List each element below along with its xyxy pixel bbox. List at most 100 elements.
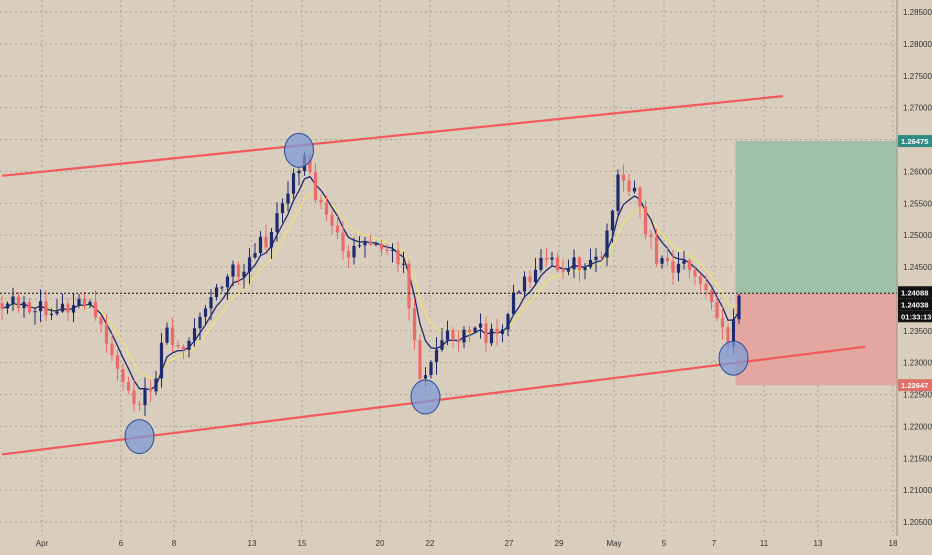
candle-body (71, 305, 76, 313)
candle (390, 243, 395, 263)
candle (495, 318, 499, 346)
candle (341, 220, 345, 260)
candle (242, 263, 246, 289)
candle (550, 251, 554, 267)
candle-body (572, 257, 576, 270)
candle (627, 173, 631, 197)
candle-body (594, 256, 598, 260)
marked-circle-top (284, 132, 314, 168)
candle (357, 236, 362, 248)
candle (489, 323, 494, 347)
candle-body (121, 369, 125, 382)
current-price-badge: 1.24088 (901, 288, 928, 297)
candle-body (176, 344, 180, 347)
candle (511, 284, 516, 316)
candle-body (621, 174, 626, 181)
candle (379, 240, 384, 257)
candle-body (533, 269, 538, 283)
candle (462, 326, 466, 349)
candle (33, 308, 37, 325)
candle-body (698, 276, 703, 284)
time-axis: Apr 6 8 13 15 20 22 27 29 May 5 7 11 13 18 (36, 539, 898, 548)
candle (665, 246, 670, 266)
candle-body (22, 302, 26, 309)
y-tick-label: 1.23500 (903, 327, 932, 336)
candle-body (286, 193, 290, 204)
candle-body (539, 257, 543, 270)
candle (440, 328, 444, 352)
candle (280, 198, 285, 223)
candle (165, 322, 169, 345)
ema-fast-line (1, 175, 740, 391)
candle-body (269, 231, 274, 248)
candle (330, 210, 334, 235)
candle-body (16, 296, 21, 309)
candle-body (726, 327, 730, 347)
candle-body (616, 174, 620, 211)
candle-body (495, 328, 499, 334)
marked-circle-low-1 (124, 419, 155, 455)
candle (253, 243, 257, 260)
candle-body (550, 257, 554, 260)
y-tick-label: 1.22500 (903, 391, 932, 400)
candle (148, 379, 153, 402)
candle (209, 288, 213, 321)
candle (561, 259, 565, 280)
candle-body (198, 316, 202, 329)
candle (11, 287, 15, 312)
candle (71, 293, 76, 323)
candle-body (423, 375, 428, 379)
candle (154, 371, 158, 396)
x-tick-label: 27 (505, 539, 514, 548)
candle-body (27, 302, 32, 313)
candle-body (341, 232, 345, 252)
candle-body (654, 236, 659, 264)
candle-body (737, 295, 741, 320)
candle (110, 333, 114, 361)
candle-body (462, 329, 466, 343)
candle (429, 360, 433, 379)
candle-body (720, 318, 725, 328)
candle (66, 298, 70, 322)
candle-body (418, 340, 422, 379)
candle (467, 325, 472, 343)
candle (198, 312, 202, 341)
candle-body (297, 170, 301, 174)
candle (236, 261, 241, 286)
candle-body (374, 243, 378, 245)
candle (346, 245, 351, 268)
candle-body (731, 319, 736, 347)
candle (506, 312, 510, 337)
candle (478, 313, 483, 339)
candle-body (401, 263, 406, 265)
candle (247, 247, 252, 285)
candle (709, 287, 714, 310)
price-axis-bg (897, 0, 932, 550)
candle-body (704, 283, 708, 291)
candle-body (203, 308, 208, 317)
candle (737, 293, 741, 324)
candle-body (599, 256, 604, 258)
candle (16, 291, 21, 313)
candle (610, 209, 615, 243)
candle-body (236, 264, 241, 278)
candle-body (605, 230, 609, 258)
stop-zone (735, 293, 897, 386)
current-price-badge-bg (898, 286, 932, 299)
candle (88, 299, 92, 309)
countdown-badge: 01:33:13 (901, 312, 931, 321)
candle (401, 251, 406, 273)
candle-body (258, 236, 263, 254)
candle-body (231, 264, 235, 277)
candle (335, 216, 340, 239)
candle (214, 283, 219, 301)
target-zone (735, 141, 897, 294)
candle-body (181, 346, 186, 350)
candle (258, 231, 263, 255)
candle-body (225, 276, 230, 288)
candle (104, 313, 109, 353)
candle (385, 243, 389, 256)
x-tick-label: 20 (376, 539, 385, 548)
candle-body (445, 330, 450, 341)
